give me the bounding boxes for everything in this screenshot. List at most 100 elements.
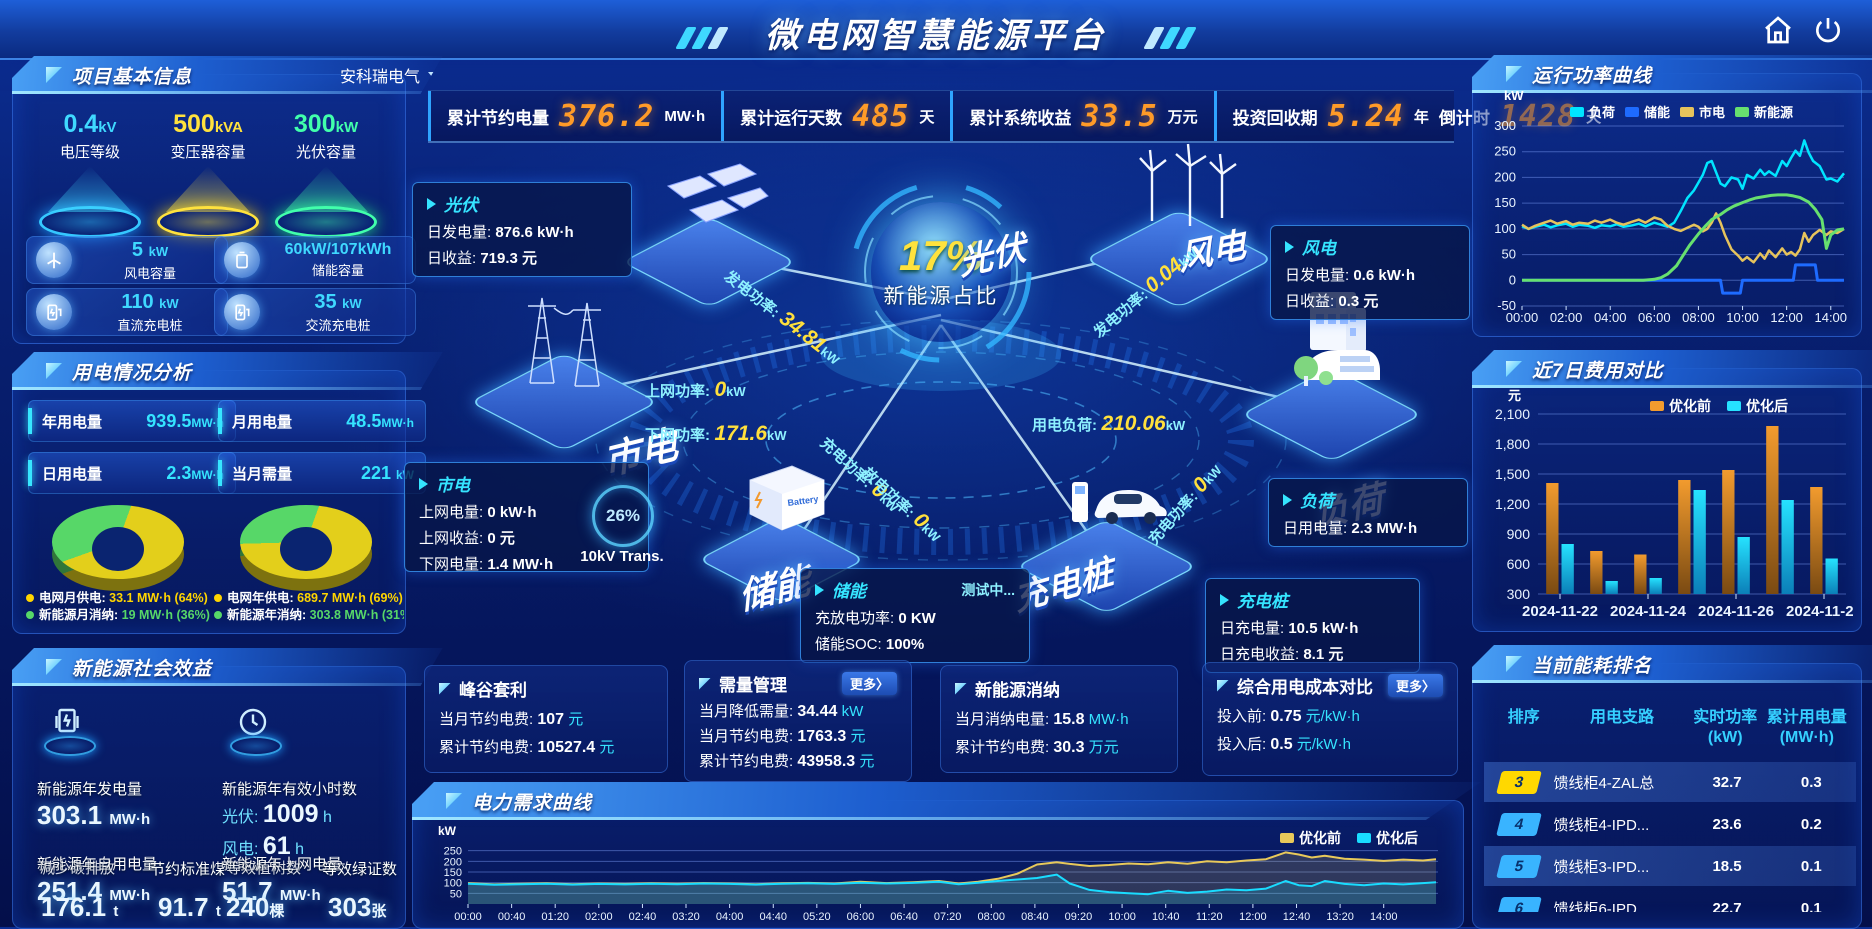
arrow-icon: [1283, 493, 1292, 506]
benefit-label: 等效植树数: [226, 860, 302, 877]
wind-info-card: 风电 日发电量: 0.6 kW·h 日收益: 0.3 元: [1270, 225, 1470, 320]
power-curve-header: 运行功率曲线: [1472, 55, 1872, 93]
ranking-row[interactable]: 5 馈线柜3-IPD... 18.5 0.1: [1484, 846, 1856, 886]
demand-management-card: 需量管理 更多〉 当月降低需量: 34.44 kW 当月节约电费: 1763.3…: [684, 660, 912, 782]
legend-item[interactable]: 优化后: [1357, 828, 1418, 848]
legend-item[interactable]: 优化后: [1727, 396, 1788, 416]
kpi-bar: 累计节约电量 376.2 MW·h 累计运行天数 485 天 累计系统收益 33.5 万元 …: [428, 90, 1601, 143]
solar-panels-illustration: [666, 163, 769, 223]
cost-compare-card: 综合用电成本对比 更多〉 投入前: 0.75 元/kW·h 投入后: 0.5 元…: [1202, 662, 1458, 776]
month-usage-stat: 月用电量 48.5MW·h: [218, 400, 426, 442]
ranking-table-body: 3 馈线柜4-ZAL总 32.7 0.3 4 馈线柜4-IPD... 23.6 …: [1484, 762, 1856, 912]
svg-text:250: 250: [444, 846, 462, 858]
panel-title: 新能源社会效益: [72, 658, 213, 680]
svg-text:2024-11-26: 2024-11-26: [1698, 603, 1774, 620]
usage-analysis-header: 用电情况分析: [12, 352, 443, 390]
charger-icon: [224, 294, 260, 330]
panel-corner-icon: [1506, 66, 1522, 82]
panel-title: 当前能耗排名: [1532, 655, 1653, 677]
renewable-share-label: 新能源占比: [883, 285, 999, 308]
home-icon[interactable]: [1762, 14, 1794, 46]
cost-compare-legend: 优化前 优化后: [1650, 396, 1788, 416]
year-donut-legend: 电网年供电: 689.7 MW·h (69%) 新能源年消纳: 303.8 MW…: [214, 590, 404, 624]
battery-container-illustration: Battery: [749, 465, 825, 531]
transformer-load-gauge: 26%: [592, 485, 654, 547]
svg-text:2,100: 2,100: [1495, 406, 1530, 422]
legend-item[interactable]: 负荷: [1570, 102, 1615, 121]
cost-compare-unit: 元: [1508, 388, 1522, 403]
ac-charger-tile: 35 kW 交流充电桩: [214, 288, 416, 336]
power-curve-unit: kW: [1504, 88, 1524, 103]
kpi-run-days: 累计运行天数 485 天: [721, 91, 950, 141]
project-selector-dropdown[interactable]: 安科瑞电气: [340, 63, 438, 87]
panel-title: 运行功率曲线: [1532, 65, 1653, 87]
cost-more-button[interactable]: 更多〉: [1387, 674, 1443, 697]
legend-item[interactable]: 市电: [1680, 102, 1725, 121]
svg-text:12:00: 12:00: [1239, 911, 1267, 923]
legend-item[interactable]: 优化前: [1280, 828, 1341, 848]
ranking-row[interactable]: 6 馈线柜6-IPD 22.7 0.1: [1484, 888, 1856, 912]
ev-charging-illustration: [1072, 482, 1167, 524]
power-icon[interactable]: [1812, 14, 1844, 46]
svg-text:04:40: 04:40: [759, 911, 787, 923]
charger-icon: [36, 294, 72, 330]
ranking-row[interactable]: 4 馈线柜4-IPD... 23.6 0.2: [1484, 804, 1856, 844]
svg-text:10:00: 10:00: [1726, 310, 1759, 325]
social-benefits-header: 新能源社会效益: [12, 648, 443, 686]
center-ring-arcs: [850, 181, 1032, 363]
svg-text:08:00: 08:00: [977, 911, 1005, 923]
rank-badge: 5: [1495, 854, 1542, 878]
project-selector-value: 安科瑞电气: [339, 69, 420, 86]
svg-text:01:20: 01:20: [541, 911, 569, 923]
battery-icon: [224, 242, 260, 278]
panel-corner-icon: [46, 67, 62, 83]
wind-turbine-icon: [36, 242, 72, 278]
top-bar: 微电网智慧能源平台: [0, 0, 1872, 60]
legend-item[interactable]: 新能源: [1735, 102, 1793, 121]
demand-curve-header: 电力需求曲线: [412, 782, 1481, 820]
svg-text:600: 600: [1507, 556, 1531, 572]
svg-text:100: 100: [444, 878, 462, 890]
ranking-header: 当前能耗排名: [1472, 645, 1872, 683]
cost-compare-header: 近7日费用对比: [1472, 350, 1872, 388]
svg-text:14:00: 14:00: [1370, 911, 1398, 923]
svg-text:00:40: 00:40: [498, 911, 526, 923]
benefit-value: 91.7 t: [158, 892, 221, 922]
kpi-saved-energy: 累计节约电量 376.2 MW·h: [428, 91, 721, 141]
page-title: 微电网智慧能源平台: [0, 8, 1872, 57]
svg-text:02:40: 02:40: [629, 911, 657, 923]
svg-text:00:00: 00:00: [1506, 310, 1539, 325]
legend-item[interactable]: 储能: [1625, 102, 1670, 121]
renewable-share-sphere: 17% 新能源占比: [871, 202, 1011, 342]
demand-more-button[interactable]: 更多〉: [841, 672, 897, 695]
svg-text:900: 900: [1507, 526, 1531, 542]
year-usage-stat: 年用电量 939.5MW·h: [28, 400, 236, 442]
svg-text:2024-11-28: 2024-11-28: [1786, 603, 1854, 620]
year-supply-donut: [240, 505, 372, 591]
panel-corner-icon: [1506, 656, 1522, 672]
storage-info-card: 储能 测试中... 充放电功率: 0 KW 储能SOC: 100%: [800, 568, 1030, 663]
wind-turbines-illustration: [1139, 143, 1237, 226]
ranking-row[interactable]: 3 馈线柜4-ZAL总 32.7 0.3: [1484, 762, 1856, 802]
kpi-system-revenue: 累计系统收益 33.5 万元: [950, 91, 1213, 141]
legend-item[interactable]: 优化前: [1650, 396, 1711, 416]
power-towers-illustration: [528, 297, 601, 387]
power-curve-panel: [1472, 73, 1862, 337]
pv-capacity-stat: 300kW 光伏容量: [271, 110, 381, 238]
benefit-label: 节约标准煤: [150, 861, 226, 878]
svg-text:13:20: 13:20: [1326, 911, 1354, 923]
rank-badge: 4: [1495, 812, 1542, 836]
rank-badge: 6: [1495, 896, 1542, 912]
svg-text:150: 150: [444, 867, 462, 879]
voltage-level-stat: 0.4kV 电压等级: [35, 110, 145, 238]
svg-text:02:00: 02:00: [585, 911, 613, 923]
arrow-icon: [419, 477, 428, 490]
storage-status-badge: 测试中...: [961, 581, 1015, 598]
flow-up-power: 上网功率: 0kW: [645, 378, 746, 401]
svg-text:12:40: 12:40: [1283, 911, 1311, 923]
svg-text:2024-11-22: 2024-11-22: [1522, 603, 1598, 620]
rank-badge: 3: [1495, 770, 1542, 794]
svg-text:-50: -50: [1497, 298, 1516, 313]
svg-text:14:00: 14:00: [1814, 310, 1847, 325]
